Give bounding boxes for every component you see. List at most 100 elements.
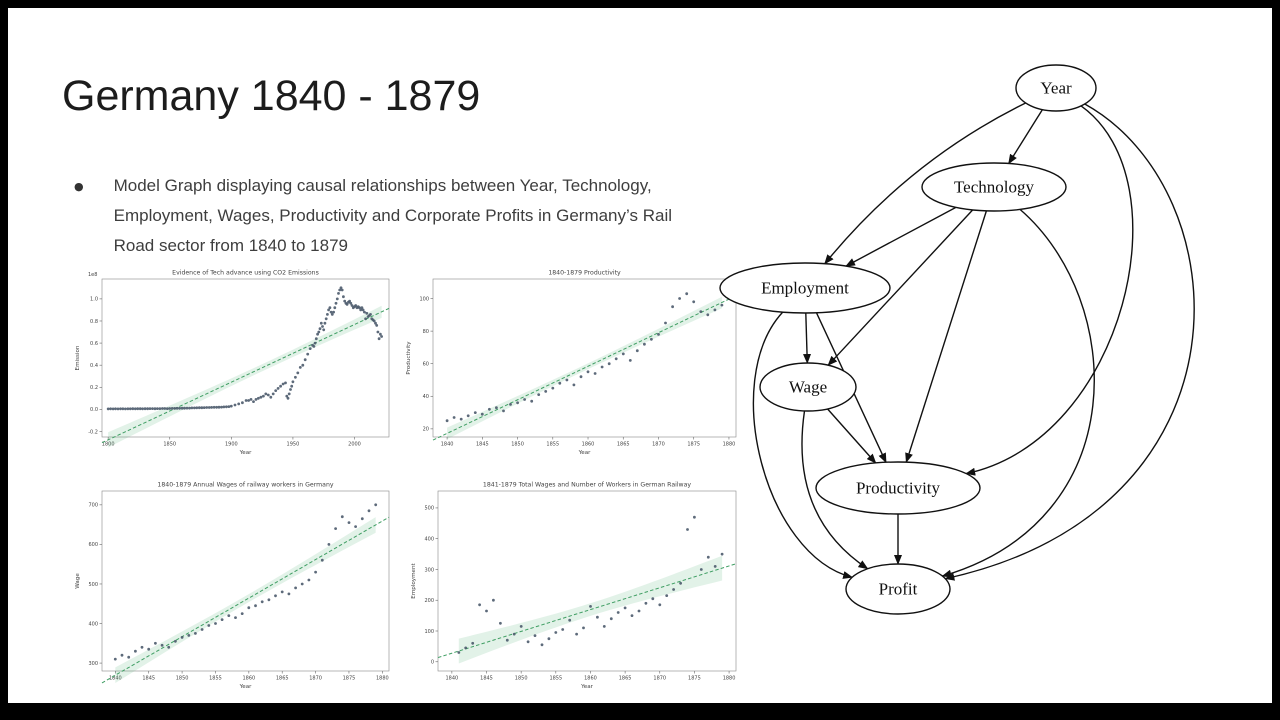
svg-text:600: 600 [88,542,98,548]
svg-text:80: 80 [423,329,429,335]
dag-node-productivity: Productivity [815,461,981,515]
svg-text:2000: 2000 [348,442,361,448]
dag-edge-employment-wage [803,312,812,364]
svg-text:300: 300 [424,567,434,573]
bullet-icon: ● [74,180,84,193]
confidence-band [108,305,382,448]
dag-node-employment: Employment [719,262,891,314]
plot-spines [432,278,737,438]
axis-ticks: 1800 1850 1900 1950 2000 -0.2 0.0 0.2 0.4 0.6 0.8 1… [88,297,361,448]
chart-title: 1840-1879 Annual Wages of railway worker… [157,482,333,489]
svg-text:1860: 1860 [584,676,597,682]
co2-emissions-chart: 1800 1850 1900 1950 2000 -0.2 0.0 0.2 0.4 0.6 0.8 1… [72,266,395,458]
dag-edge-year-technology [1008,109,1043,165]
dag-edge-technology-profit [941,208,1095,578]
svg-text:1865: 1865 [276,676,289,682]
svg-text:0.6: 0.6 [90,341,98,347]
wages-chart: 1840 1845 1850 1855 1860 1865 1870 1875 1880 300 4… [72,478,395,692]
svg-text:Employment: Employment [761,279,849,298]
trend-line [101,516,390,684]
trend-line [432,295,737,441]
y-axis-label: Productivity [406,341,412,375]
dag-edge-technology-wage [827,209,974,366]
scatter-points [457,515,724,654]
svg-text:1880: 1880 [723,442,736,448]
svg-text:40: 40 [423,394,429,400]
svg-text:20: 20 [423,427,429,433]
dag-edge-wage-productivity [826,408,877,464]
svg-text:1840: 1840 [109,676,122,682]
y-axis-label: Employment [411,562,417,598]
axis-ticks: 1840 1845 1850 1855 1860 1865 1870 1875 1880 20 40… [419,296,735,447]
y-axis-label: Emission [75,345,81,370]
svg-text:1870: 1870 [653,676,666,682]
dag-edge-wage-profit [801,410,869,570]
svg-text:1800: 1800 [102,442,115,448]
svg-text:1870: 1870 [309,676,322,682]
svg-text:Technology: Technology [954,178,1035,197]
svg-text:1850: 1850 [176,676,189,682]
dag-edge-year-productivity [965,105,1134,476]
x-axis-label: Year [578,450,592,456]
dag-edge-year-employment [824,102,1026,265]
svg-text:1855: 1855 [209,676,222,682]
plot-spines [101,278,390,438]
svg-text:1840: 1840 [445,676,458,682]
chart-title: Evidence of Tech advance using CO2 Emiss… [172,270,319,277]
axis-offset-label: 1e8 [88,272,97,278]
productivity-chart: 1840 1845 1850 1855 1860 1865 1870 1875 1880 20 40… [403,266,742,458]
svg-text:1900: 1900 [225,442,238,448]
axis-ticks: 1840 1845 1850 1855 1860 1865 1870 1875 1880 300 4… [88,503,388,682]
svg-text:-0.2: -0.2 [88,429,98,435]
svg-text:Productivity: Productivity [856,479,941,498]
svg-text:1850: 1850 [511,442,524,448]
dag-node-technology: Technology [921,162,1067,212]
svg-text:1950: 1950 [287,442,300,448]
chart-title: 1841-1879 Total Wages and Number of Work… [483,482,691,489]
svg-text:0: 0 [431,660,434,666]
svg-text:1855: 1855 [546,442,559,448]
svg-text:100: 100 [424,629,434,635]
svg-text:200: 200 [424,598,434,604]
svg-text:1840: 1840 [441,442,454,448]
svg-text:400: 400 [424,536,434,542]
svg-text:0.0: 0.0 [90,407,98,413]
svg-text:300: 300 [88,661,98,667]
svg-text:0.8: 0.8 [90,319,98,325]
dag-edge-technology-employment [845,206,957,267]
svg-text:0.2: 0.2 [90,385,98,391]
svg-text:Wage: Wage [789,378,827,397]
svg-text:500: 500 [424,506,434,512]
svg-text:1855: 1855 [549,676,562,682]
svg-text:1850: 1850 [163,442,176,448]
svg-text:1.0: 1.0 [90,297,98,303]
dag-edge-technology-productivity [905,210,988,464]
scatter-points [106,286,383,411]
svg-text:400: 400 [88,621,98,627]
scatter-points [113,503,378,661]
svg-text:500: 500 [88,582,98,588]
svg-text:1875: 1875 [343,676,356,682]
svg-text:1875: 1875 [687,442,700,448]
plot-spines [437,490,737,672]
svg-text:1865: 1865 [617,442,630,448]
svg-text:1875: 1875 [688,676,701,682]
axis-ticks: 1840 1845 1850 1855 1860 1865 1870 1875 1880 0 100… [424,506,735,682]
slide: Germany 1840 - 1879 ● Model Graph displa… [8,8,1272,703]
svg-text:1845: 1845 [142,676,155,682]
dag-node-wage: Wage [759,362,857,412]
svg-text:1870: 1870 [652,442,665,448]
svg-text:1865: 1865 [619,676,632,682]
svg-text:60: 60 [423,362,429,368]
bullet-item: ● Model Graph displaying causal relation… [74,171,686,261]
dag-edge-employment-profit [752,311,854,579]
svg-text:1880: 1880 [723,676,736,682]
bullet-text: Model Graph displaying causal relationsh… [113,176,672,255]
svg-text:1850: 1850 [515,676,528,682]
svg-text:1880: 1880 [376,676,389,682]
svg-text:0.4: 0.4 [90,363,98,369]
causal-dag-diagram: Year Technology Employment Wage Productivity… [719,64,1195,615]
trend-line [437,563,737,659]
dag-edge-year-profit [944,103,1195,581]
